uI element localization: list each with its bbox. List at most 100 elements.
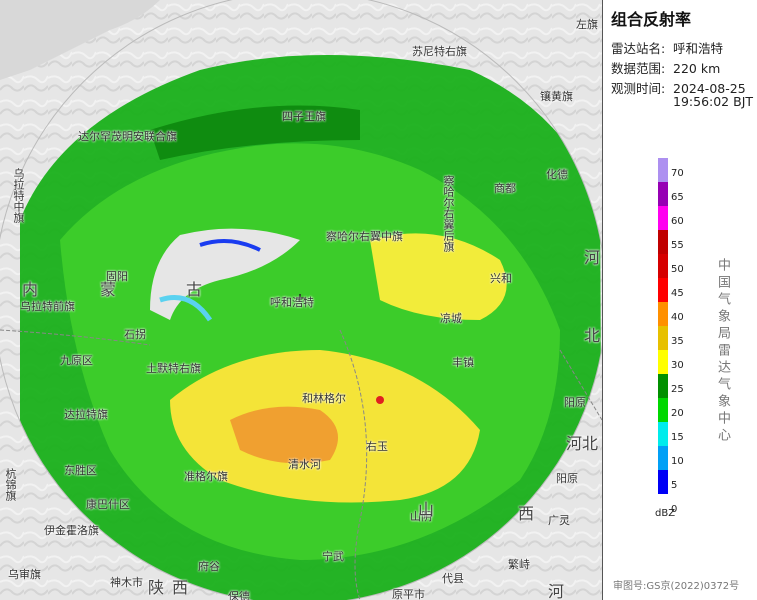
legend-swatch [658,374,668,398]
place-label: 乌拉特中旗 [12,168,25,223]
legend-swatch [658,158,668,182]
place-label: 和林格尔 [302,392,346,405]
province-label: 北 [584,326,601,345]
legend-tick-label: 15 [671,432,684,443]
legend-swatch [658,326,668,350]
place-label: 察哈尔右翼中旗 [326,230,403,243]
color-legend [658,158,668,494]
place-label: 阳原 [556,472,578,485]
legend-tick-label: 40 [671,312,684,323]
legend-tick-label: 25 [671,384,684,395]
province-border [559,349,602,421]
province-border [339,329,368,600]
echo-cyan [159,295,213,322]
place-label: 商都 [494,182,516,195]
place-label: 达拉特旗 [64,408,108,421]
place-label: 广灵 [548,514,570,527]
station-label: 雷达站名: [611,41,666,56]
legend-swatch [658,350,668,374]
place-label: 清水河 [288,458,321,471]
place-label: 达尔罕茂明安联合旗 [78,130,177,143]
place-label: 苏尼特右旗 [412,45,467,58]
place-label: 代县 [442,572,464,585]
place-label: 丰镇 [452,356,474,369]
place-label: 右玉 [366,440,388,453]
time-label: 观测时间: [611,81,666,96]
organization-label: 中国气象局雷达气象中心 [715,258,730,445]
province-label: 河北 [566,434,599,453]
place-label: 乌审旗 [8,568,41,581]
place-label: 原平市 [392,588,425,600]
place-label: 四子王旗 [282,110,326,123]
range-value: 220 km [673,61,721,76]
place-label: 固阳 [106,270,128,283]
place-label: 凉城 [440,312,462,325]
place-label: 化德 [546,168,568,181]
province-label: 河 [584,248,601,267]
range-row: 数据范围: 220 km [611,58,720,77]
province-label: 古 [186,280,203,299]
echo-yellow-east [370,233,507,320]
echo-orange [230,406,338,464]
legend-tick-label: 55 [671,240,684,251]
place-label: 宁武 [322,550,344,563]
station-value: 呼和浩特 [673,41,724,56]
legend-tick-label: 10 [671,456,684,467]
legend-tick-label: 5 [671,480,678,491]
legend-swatch [658,278,668,302]
place-label: 康巴什区 [86,498,130,511]
place-label: 准格尔旗 [184,470,228,483]
place-label: 九原区 [60,354,93,367]
station-row: 雷达站名: 呼和浩特 [611,38,723,57]
legend-tick-label: 20 [671,408,684,419]
range-label: 数据范围: [611,61,666,76]
place-label: 山阴 [410,510,432,523]
time-date: 2024-08-25 [673,81,746,96]
province-label: 山 [418,500,435,519]
place-label: 乌拉特前旗 [20,300,75,313]
province-label: 蒙 [100,280,117,299]
legend-tick-label: 0 [671,504,678,515]
legend-swatch [658,206,668,230]
province-label: 西 [172,578,189,597]
place-label: 呼和浩特 [270,296,314,309]
legend-tick-label: 65 [671,192,684,203]
review-number: 审图号:GS京(2022)0372号 [613,581,740,592]
place-label: 镶黄旗 [540,90,573,103]
radar-map[interactable]: 苏尼特右旗 左旗 镶黄旗 达尔罕茂明安联合旗 四子王旗 察哈尔右翼后旗 商都 化… [0,0,602,600]
echo-dark-green [150,105,360,160]
province-label: 内 [22,280,39,299]
echo-gap [150,228,300,320]
province-label: 河 [548,582,565,600]
time-clock: 19:56:02 BJT [673,94,754,109]
place-label: 东胜区 [64,464,97,477]
legend-swatch [658,230,668,254]
place-label: 保德 [228,590,250,600]
legend-swatch [658,470,668,494]
time-row: 观测时间: 2024-08-25 [611,78,746,97]
place-label: 杭锦旗 [4,468,17,501]
foreign-region [0,0,160,80]
legend-unit: dBZ [655,508,676,519]
place-label: 石拐 [124,328,146,341]
product-title: 组合反射率 [611,10,692,29]
echo-blue [199,239,261,252]
legend-swatch [658,254,668,278]
place-label: 神木市 [110,576,143,589]
place-label: 兴和 [490,272,512,285]
legend-tick-label: 45 [671,288,684,299]
legend-tick-label: 60 [671,216,684,227]
info-panel: 组合反射率 雷达站名: 呼和浩特 数据范围: 220 km 观测时间: 2024-08… [602,0,757,600]
legend-swatch [658,302,668,326]
province-border [0,329,151,346]
place-label: 府谷 [198,560,220,573]
place-label: 察哈尔右翼后旗 [442,175,455,252]
legend-swatch [658,422,668,446]
legend-tick-label: 50 [671,264,684,275]
echo-red [376,396,384,404]
place-label: 阳原 [564,396,586,409]
radar-station-marker [296,294,304,302]
legend-tick-label: 70 [671,168,684,179]
place-label: 繁峙 [508,558,530,571]
province-label: 陕 [148,578,165,597]
